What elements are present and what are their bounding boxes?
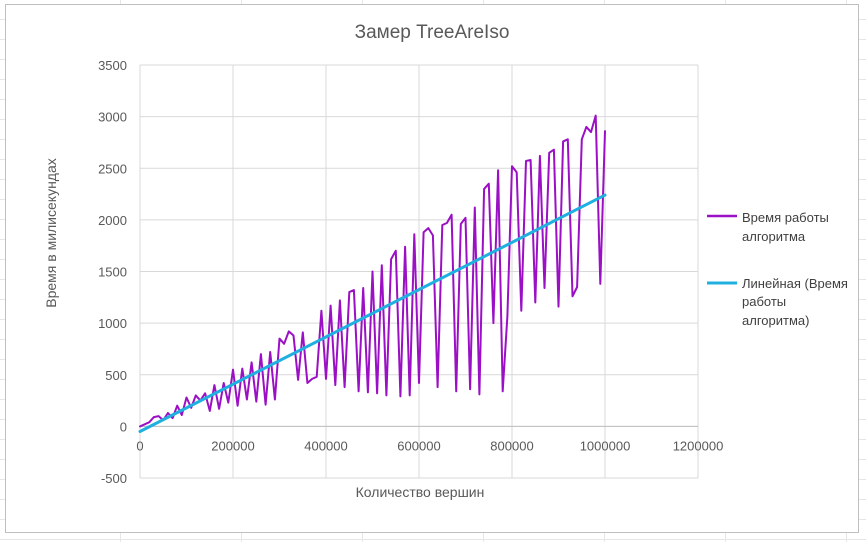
- y-tick-label: 0: [120, 419, 127, 434]
- x-tick-label: 1200000: [673, 438, 724, 453]
- y-axis-label: Время в милисекундах: [43, 158, 59, 308]
- grid: [139, 64, 699, 479]
- chart-frame[interactable]: [5, 4, 859, 533]
- x-axis-ticks: 0 200000 400000 600000 800000 1000000 1200000: [136, 438, 723, 453]
- legend[interactable]: Время работы алгоритма Линейная (Время р…: [707, 210, 852, 328]
- x-tick-label: 600000: [397, 438, 440, 453]
- x-axis-label: Количество вершин: [356, 484, 485, 500]
- y-tick-label: 2000: [98, 213, 127, 228]
- x-tick-label: 0: [136, 438, 143, 453]
- series-line-measured: [139, 114, 606, 428]
- y-tick-label: 1500: [98, 265, 127, 280]
- x-tick-label: 200000: [211, 438, 254, 453]
- y-tick-label: 1000: [98, 316, 127, 331]
- y-tick-label: -500: [101, 471, 127, 486]
- legend-label-trend: Линейная (Время работы алгоритма): [742, 276, 852, 328]
- y-tick-label: 3000: [98, 110, 127, 125]
- y-tick-label: 3500: [98, 58, 127, 73]
- x-tick-label: 1000000: [580, 438, 631, 453]
- y-axis-ticks: -500 0 500 1000 1500 2000 2500 3000 3500: [98, 58, 127, 486]
- y-tick-label: 2500: [98, 161, 127, 176]
- chart-title: Замер TreeAreIso: [355, 22, 510, 43]
- series-layer: [138, 114, 607, 433]
- x-tick-label: 400000: [304, 438, 347, 453]
- legend-label-measured: Время работы алгоритма: [742, 210, 833, 244]
- y-tick-label: 500: [105, 368, 127, 383]
- x-tick-label: 800000: [490, 438, 533, 453]
- series-line-trend: [138, 193, 607, 433]
